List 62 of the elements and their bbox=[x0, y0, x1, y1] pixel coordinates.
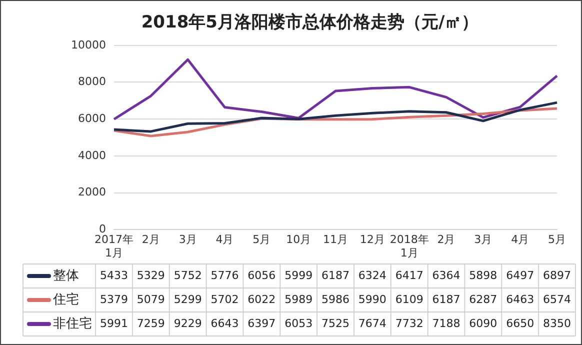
data-label: 5990 bbox=[358, 292, 386, 306]
y-tick-label: 2000 bbox=[78, 186, 106, 199]
data-label: 7259 bbox=[136, 316, 165, 330]
x-tick-label: 4月 bbox=[216, 233, 234, 246]
x-tick-label: 5月 bbox=[252, 233, 271, 246]
x-tick-label: 3月 bbox=[474, 233, 492, 246]
data-label: 6364 bbox=[432, 268, 460, 282]
legend-label: 整体 bbox=[53, 268, 79, 284]
data-label: 6643 bbox=[210, 316, 239, 330]
data-label: 5898 bbox=[469, 268, 498, 282]
x-tick-label: 3月 bbox=[178, 233, 197, 246]
data-label: 6022 bbox=[248, 292, 276, 306]
data-label: 5999 bbox=[284, 268, 313, 282]
x-tick-label: 2018年1月 bbox=[390, 233, 429, 260]
data-label: 6497 bbox=[506, 268, 534, 282]
data-label: 5752 bbox=[174, 268, 202, 282]
data-label: 7732 bbox=[395, 316, 424, 330]
x-tick-label: 2月 bbox=[142, 233, 160, 246]
legend-label: 非住宅 bbox=[53, 315, 92, 332]
data-label: 6187 bbox=[321, 268, 350, 282]
data-label: 7674 bbox=[358, 316, 386, 330]
y-tick-label: 0 bbox=[98, 222, 106, 236]
data-label: 6109 bbox=[395, 292, 424, 306]
y-tick-label: 10000 bbox=[70, 38, 106, 52]
data-label: 9229 bbox=[174, 316, 202, 330]
data-label: 6897 bbox=[543, 268, 571, 282]
data-label: 7188 bbox=[432, 316, 460, 330]
data-label: 5776 bbox=[210, 268, 239, 282]
data-label: 5079 bbox=[136, 292, 165, 306]
chart-title: 2018年5月洛阳楼市总体价格走势（元/㎡） bbox=[141, 12, 479, 33]
data-label: 6650 bbox=[506, 316, 534, 330]
x-tick-label: 2017年1月 bbox=[94, 233, 134, 260]
data-label: 6463 bbox=[506, 292, 534, 306]
x-tick-label: 12月 bbox=[360, 233, 385, 246]
y-tick-label: 6000 bbox=[78, 112, 106, 125]
data-label: 6574 bbox=[543, 292, 571, 306]
data-label: 6056 bbox=[248, 268, 276, 282]
data-label: 6324 bbox=[358, 268, 386, 282]
data-label: 8350 bbox=[543, 316, 571, 330]
x-tick-label: 2月 bbox=[437, 233, 456, 246]
data-label: 6417 bbox=[395, 268, 424, 282]
data-label: 6053 bbox=[284, 316, 313, 330]
data-label: 5991 bbox=[100, 316, 128, 330]
legend-label: 住宅 bbox=[52, 291, 79, 308]
data-label: 5329 bbox=[136, 268, 165, 282]
data-label: 6090 bbox=[469, 316, 498, 330]
x-tick-label: 4月 bbox=[511, 233, 530, 246]
y-tick-label: 8000 bbox=[78, 75, 106, 88]
data-label: 6187 bbox=[432, 292, 460, 306]
x-tick-label: 5月 bbox=[548, 233, 566, 246]
data-label: 5986 bbox=[321, 292, 350, 306]
data-label: 5989 bbox=[284, 292, 313, 306]
x-tick-label: 10月 bbox=[286, 233, 312, 246]
y-tick-label: 4000 bbox=[78, 148, 106, 162]
data-label: 5299 bbox=[174, 292, 202, 306]
data-label: 5379 bbox=[100, 292, 128, 306]
data-label: 6287 bbox=[469, 292, 498, 306]
data-label: 5433 bbox=[100, 268, 128, 282]
x-tick-label: 11月 bbox=[322, 233, 348, 246]
data-label: 6397 bbox=[248, 316, 276, 330]
data-label: 7525 bbox=[321, 316, 350, 330]
data-label: 5702 bbox=[210, 292, 239, 306]
